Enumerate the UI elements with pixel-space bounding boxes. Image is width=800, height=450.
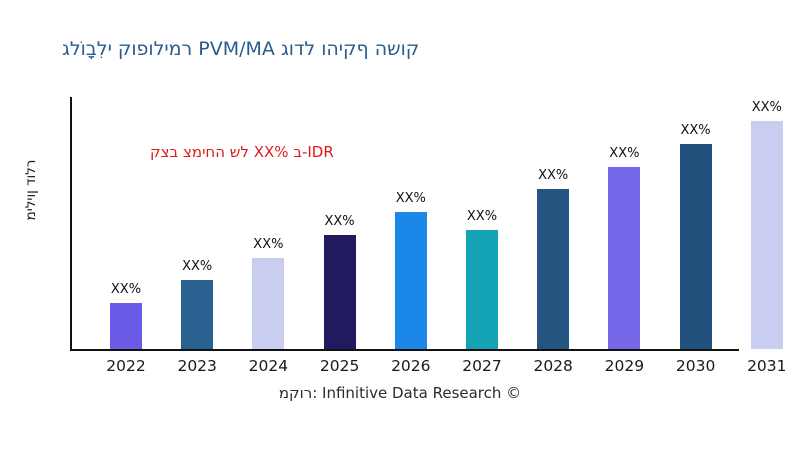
x-axis-line — [70, 349, 739, 351]
bar-2030 — [679, 144, 712, 349]
bar-2028 — [537, 189, 570, 349]
growth-rate-annotation-text: קצב צמיחה של XX% ב-IDR — [150, 143, 334, 161]
bar-2027 — [466, 230, 498, 349]
x-tick-label-2028: 2028 — [533, 357, 573, 375]
x-tick-label-2027: 2027 — [462, 357, 502, 375]
x-tick-label-2026: 2026 — [391, 357, 431, 375]
x-tick-label-2022: 2022 — [106, 357, 146, 375]
x-tick-label-2030: 2030 — [675, 357, 716, 375]
bar-2025 — [323, 235, 356, 349]
bar-value-label-2024: XX% — [253, 237, 284, 252]
growth-rate-annotation: קצב צמיחה של XX% ב-IDR — [150, 142, 334, 162]
bar-value-label-2023: XX% — [182, 259, 213, 274]
y-axis-line — [70, 97, 72, 351]
bar-2024 — [252, 258, 285, 349]
chart-title-text: גלוֹבָלִי קופולימר PVM/MA גודל והיקף השו… — [62, 38, 420, 60]
bar-value-label-2030: XX% — [680, 123, 711, 138]
x-tick-label-2023: 2023 — [177, 357, 217, 375]
chart-title: גלוֹבָלִי קופולימר PVM/MA גודל והיקף השו… — [62, 36, 419, 62]
bar-value-label-2028: XX% — [538, 168, 569, 183]
source-credit-text: מקור: Infinitive Data Research © — [278, 384, 522, 402]
bar-2031 — [750, 121, 783, 349]
x-tick-label-2025: 2025 — [319, 357, 360, 375]
source-credit: מקור: Infinitive Data Research © — [0, 384, 800, 402]
bar-2022 — [110, 303, 142, 349]
bar-value-label-2025: XX% — [324, 214, 355, 229]
bar-2026 — [394, 212, 427, 349]
x-tick-label-2031: 2031 — [747, 357, 787, 375]
bar-value-label-2031: XX% — [751, 100, 782, 115]
bar-value-label-2029: XX% — [609, 146, 640, 161]
x-tick-label-2029: 2029 — [604, 357, 645, 375]
bar-2023 — [181, 280, 214, 349]
bar-2029 — [608, 167, 641, 349]
bar-value-label-2022: XX% — [110, 282, 142, 297]
x-tick-label-2024: 2024 — [248, 357, 289, 375]
bar-value-label-2026: XX% — [395, 191, 426, 206]
bar-value-label-2027: XX% — [466, 209, 498, 224]
